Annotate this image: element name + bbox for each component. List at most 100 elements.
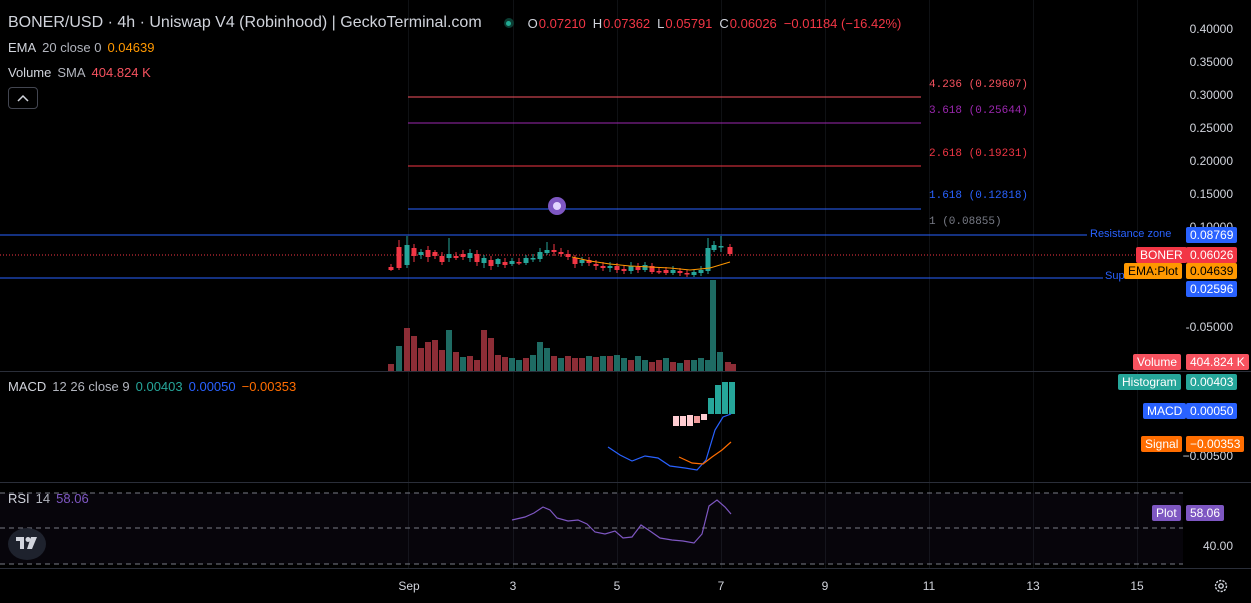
macd-axis-tick: −0.00500 [1182,449,1233,463]
volume-bar [579,358,585,371]
volume-bar [572,358,578,371]
candle-body [614,266,620,270]
candle-body [481,258,487,263]
volume-legend[interactable]: Volume SMA 404.824 K [8,65,151,80]
last-price-tag: 0.06026 [1186,247,1238,263]
volume-bar [530,355,536,371]
candle-body [425,250,431,257]
rsi-legend-params: 14 [35,491,51,506]
change-value: −0.01184 (−16.42%) [783,15,902,31]
histogram-bar [673,416,679,426]
volume-bar [725,362,731,371]
volume-bar [600,356,606,371]
date-tick: 9 [821,579,829,593]
signal-value-tag: −0.00353 [1186,436,1245,452]
price-tick: 0.25000 [1189,121,1233,135]
close-label: C [719,15,729,31]
candle-body [523,258,529,263]
collapse-legend-button[interactable] [8,87,38,109]
resistance-zone-label[interactable]: Resistance zone [1090,228,1172,240]
ema-name-tag: EMA:Plot [1124,263,1183,279]
rsi-axis-tick: 40.00 [1202,539,1233,553]
volume-bar [677,363,683,371]
histogram-bar [729,382,735,414]
signal-line [678,441,732,465]
alert-marker-icon[interactable] [548,197,566,215]
candles[interactable] [388,236,733,277]
ema-legend-name: EMA [8,40,37,55]
histogram-bar [708,398,714,414]
ema-legend[interactable]: EMA 20 close 0 0.04639 [8,40,154,55]
open-label: O [527,15,538,31]
macd-legend-hist: 0.00403 [135,379,183,394]
candle-body [711,245,717,250]
chart-title[interactable]: BONER/USD · 4h · Uniswap V4 (Robinhood) … [8,14,482,31]
candle-body [642,265,648,270]
volume-bar [537,342,543,371]
high-label: H [592,15,603,31]
volume-bar [642,360,648,371]
support-zone-label[interactable]: Sup [1105,270,1125,282]
volume-bar [474,360,480,371]
candle-body [628,266,634,271]
close-value: 0.06026 [729,15,777,31]
resistance-price-tag[interactable]: 0.08769 [1186,227,1238,243]
candle-body [474,254,480,262]
candle-body [488,260,494,266]
candle-body [572,258,578,264]
candle-body [586,260,592,263]
candle-body [388,267,394,270]
rsi-line [511,499,732,544]
date-tick: 11 [922,579,936,593]
volume-bar [388,364,394,371]
ema-legend-value: 0.04639 [107,40,155,55]
volume-bar [621,358,627,371]
volume-bar [396,346,402,371]
volume-bar [523,358,529,371]
candle-body [705,248,711,271]
volume-bar [404,328,410,371]
price-tick: 0.40000 [1189,22,1233,36]
volume-bar [453,352,459,371]
volume-bar [502,357,508,371]
date-tick: Sep [398,579,420,593]
ema-legend-params: 20 close 0 [42,40,102,55]
chevron-up-icon [17,94,29,102]
support-price-tag[interactable]: 0.02596 [1186,281,1238,297]
volume-bar [670,362,676,371]
candle-body [516,262,522,264]
candle-body [432,252,438,256]
volume-bar [649,362,655,371]
candle-body [453,256,459,258]
macd-legend[interactable]: MACD 12 26 close 9 0.00403 0.00050 −0.00… [8,379,296,394]
date-tick: 3 [509,579,517,593]
volume-legend-params: SMA [57,65,86,80]
volume-bar [551,356,557,371]
candle-body [509,261,515,264]
volume-bar [698,358,704,371]
tradingview-logo-icon[interactable] [8,528,46,560]
candle-body [439,256,445,262]
volume-bar [544,348,550,371]
candle-body [635,267,641,270]
volume-bar [467,356,473,371]
candle-body [396,247,402,268]
candle-body [446,254,452,258]
volume-bar [717,352,723,371]
rsi-value-tag: 58.06 [1186,505,1225,521]
date-tick: 15 [1130,579,1144,593]
macd-legend-params: 12 26 close 9 [52,379,130,394]
candle-body [677,271,683,273]
fib-label-4236: 4.236 (0.29607) [929,79,1029,91]
candle-body [670,270,676,273]
settings-gear-icon[interactable] [1213,578,1229,594]
candle-body [530,258,536,260]
histogram-bar [694,416,700,423]
volume-bars [388,280,736,371]
fib-label-2618: 2.618 (0.19231) [929,148,1029,160]
ema-price-tag: 0.04639 [1186,263,1238,279]
rsi-legend[interactable]: RSI 14 58.06 [8,491,89,506]
histogram-value-tag: 0.00403 [1186,374,1238,390]
volume-bar [656,360,662,371]
